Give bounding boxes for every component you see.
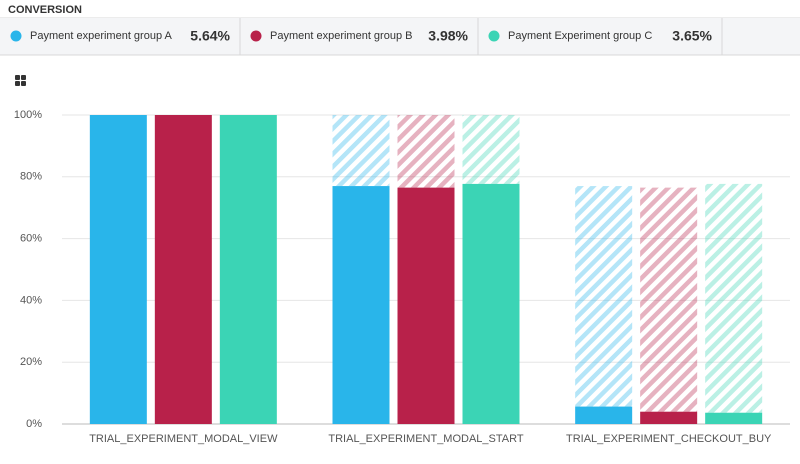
drop-off-bar xyxy=(332,115,390,187)
legend-swatch xyxy=(250,30,262,42)
bar xyxy=(397,187,455,424)
legend-swatch xyxy=(10,30,22,42)
bar xyxy=(575,406,633,424)
y-tick-label: 0% xyxy=(26,418,42,430)
bar xyxy=(640,411,698,424)
bar xyxy=(462,183,520,424)
drop-off-bar xyxy=(462,115,520,184)
bar xyxy=(332,186,390,424)
legend-swatch xyxy=(488,30,500,42)
drop-off-bar xyxy=(640,187,698,412)
y-tick-label: 40% xyxy=(20,294,42,306)
drop-off-bar xyxy=(705,183,763,413)
legend-bar xyxy=(0,18,800,55)
legend-label: Payment Experiment group C xyxy=(508,30,652,42)
header-bar xyxy=(0,0,800,18)
y-tick-label: 60% xyxy=(20,233,42,245)
bar xyxy=(219,115,277,424)
x-tick-label: TRIAL_EXPERIMENT_MODAL_VIEW xyxy=(89,433,278,445)
y-tick-label: 80% xyxy=(20,171,42,183)
y-tick-label: 100% xyxy=(14,109,42,121)
legend-value: 5.64% xyxy=(190,28,230,44)
bar xyxy=(89,115,147,424)
chart-type-icon[interactable] xyxy=(15,75,26,86)
legend-label: Payment experiment group A xyxy=(30,30,173,42)
bar xyxy=(705,412,763,424)
drop-off-bar xyxy=(575,186,633,407)
x-tick-label: TRIAL_EXPERIMENT_MODAL_START xyxy=(328,433,523,445)
bar xyxy=(154,115,212,424)
chart-title: CONVERSION xyxy=(8,4,82,16)
drop-off-bar xyxy=(397,115,455,188)
legend-value: 3.98% xyxy=(428,28,468,44)
legend-value: 3.65% xyxy=(672,28,712,44)
y-tick-label: 20% xyxy=(20,356,42,368)
x-tick-label: TRIAL_EXPERIMENT_CHECKOUT_BUY xyxy=(566,433,772,445)
legend-label: Payment experiment group B xyxy=(270,30,412,42)
